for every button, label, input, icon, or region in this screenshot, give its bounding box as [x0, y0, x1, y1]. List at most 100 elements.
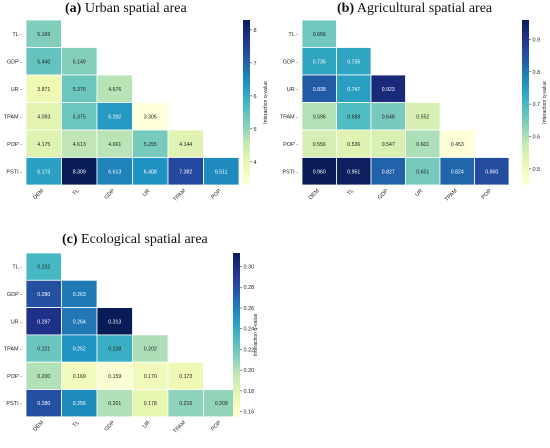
col-tick-label: DEM [308, 188, 321, 201]
col-tick-label: TL [72, 188, 81, 197]
cell-value-label: 0.648 [382, 114, 395, 120]
colorbar-tick-label: 0.24 [244, 327, 255, 333]
cell-TPAM-UR [132, 334, 169, 363]
cell-TPAM-DEM [301, 102, 337, 131]
cell-value-label: 0.252 [73, 347, 86, 353]
cell-value-label: 0.210 [179, 401, 192, 407]
cell-GDP-DEM [25, 279, 62, 308]
row-tick-label: GDP - [283, 59, 298, 65]
col-tick-label: UR [142, 420, 152, 430]
col-tick-label: GDP [103, 188, 116, 201]
colorbar-tick-label: 0.22 [244, 347, 255, 353]
panel-c-title: (c) Ecological spatial area [62, 232, 208, 248]
cell-value-label: 5.375 [73, 87, 86, 93]
cell-value-label: 0.960 [313, 169, 326, 175]
colorbar-tick-label: 0.6 [533, 134, 541, 140]
cell-POP-TL [61, 129, 98, 158]
row-tick-label: PSTI - [6, 169, 22, 175]
panel-c-letter: (c) [62, 232, 78, 247]
cell-UR-GDP [96, 307, 133, 336]
panel-b-letter: (b) [337, 1, 355, 16]
cell-value-label: 0.556 [313, 142, 326, 148]
cell-value-label: 0.173 [179, 374, 192, 380]
col-tick-label: UR [414, 188, 424, 198]
row-tick-label: TL - [288, 32, 298, 38]
cell-value-label: 0.552 [416, 114, 429, 120]
cell-value-label: 0.860 [485, 169, 498, 175]
colorbar-tick-label: 6 [254, 94, 257, 100]
col-tick-label: DEM [32, 188, 45, 201]
col-tick-label: TL [72, 420, 81, 429]
cell-PSTI-POP [474, 157, 510, 186]
cell-POP-TPAM [167, 361, 204, 390]
cell-PSTI-TPAM [167, 157, 204, 186]
row-tick-label: TL - [12, 265, 22, 271]
col-tick-label: GDP [377, 188, 390, 201]
cell-PSTI-GDP [96, 389, 133, 418]
row-tick-label: TPAM - [4, 347, 22, 353]
cell-value-label: 0.201 [108, 401, 121, 407]
cell-value-label: 0.200 [37, 374, 50, 380]
cell-PSTI-TPAM [167, 389, 204, 418]
cell-value-label: 0.838 [313, 87, 326, 93]
cell-value-label: 0.923 [382, 87, 395, 93]
panel-a-title: (a) Urban spatial area [65, 1, 187, 17]
colorbar-tick-label: 0.26 [244, 306, 255, 312]
cell-TPAM-GDP [370, 102, 406, 131]
cell-value-label: 0.202 [144, 347, 157, 353]
cell-value-label: 0.735 [313, 59, 326, 65]
row-tick-label: PSTI - [6, 401, 22, 407]
cell-value-label: 5.375 [73, 114, 86, 120]
cell-PSTI-GDP [96, 157, 133, 186]
colorbar-tick-label: 7 [254, 61, 257, 67]
col-tick-label: TPAM [172, 420, 187, 435]
cell-POP-GDP [370, 129, 406, 158]
cell-value-label: 0.238 [108, 347, 121, 353]
cell-PSTI-TL [61, 389, 98, 418]
cell-GDP-DEM [25, 47, 62, 76]
cell-value-label: 4.613 [73, 142, 86, 148]
cell-value-label: 4.175 [37, 142, 50, 148]
cell-TPAM-UR [405, 102, 441, 131]
col-tick-label: POP [481, 188, 494, 201]
cell-value-label: 6.613 [108, 169, 121, 175]
cell-value-label: 0.280 [37, 292, 50, 298]
cell-value-label: 3.871 [37, 87, 50, 93]
cell-value-label: 5.440 [37, 59, 50, 65]
cell-value-label: 7.382 [179, 169, 192, 175]
cell-value-label: 4.093 [37, 114, 50, 120]
colorbar-tick-label: 8 [254, 28, 257, 34]
colorbar-tick-label: 0.20 [244, 368, 255, 374]
col-tick-label: TL [346, 188, 355, 197]
cell-value-label: 0.827 [382, 169, 395, 175]
row-tick-label: UR - [287, 87, 298, 93]
row-tick-label: TPAM - [4, 114, 22, 120]
cell-value-label: 3.306 [144, 114, 157, 120]
colorbar-tick-label: 0.16 [244, 410, 255, 416]
cell-UR-GDP [96, 74, 133, 103]
panel-c-title-text: Ecological spatial area [81, 232, 208, 247]
col-tick-label: TPAM [172, 188, 187, 203]
row-tick-label: POP - [7, 374, 22, 380]
cell-TL-DEM [301, 19, 337, 48]
cell-value-label: 5.255 [144, 142, 157, 148]
row-tick-label: GDP - [7, 292, 22, 298]
cell-POP-UR [132, 129, 169, 158]
cell-value-label: 4.676 [108, 87, 121, 93]
cell-POP-DEM [25, 361, 62, 390]
cell-value-label: 4.144 [179, 142, 192, 148]
cell-POP-UR [132, 361, 169, 390]
cell-value-label: 0.651 [416, 169, 429, 175]
row-tick-label: UR - [11, 319, 22, 325]
cell-PSTI-TL [61, 157, 98, 186]
cell-POP-TL [61, 361, 98, 390]
row-tick-label: PSTI - [282, 169, 298, 175]
cell-TPAM-TL [61, 102, 98, 131]
cell-value-label: 0.596 [313, 114, 326, 120]
cell-value-label: 0.747 [347, 87, 360, 93]
urban-heatmap: 5.169 5.440 5.149 3.871 5.375 4.676 4.093 5.375… [4, 19, 269, 203]
col-tick-label: GDP [103, 420, 116, 433]
colorbar-tick-label: 0.5 [533, 167, 541, 173]
cell-value-label: 0.656 [313, 32, 326, 38]
cell-value-label: 0.536 [347, 142, 360, 148]
